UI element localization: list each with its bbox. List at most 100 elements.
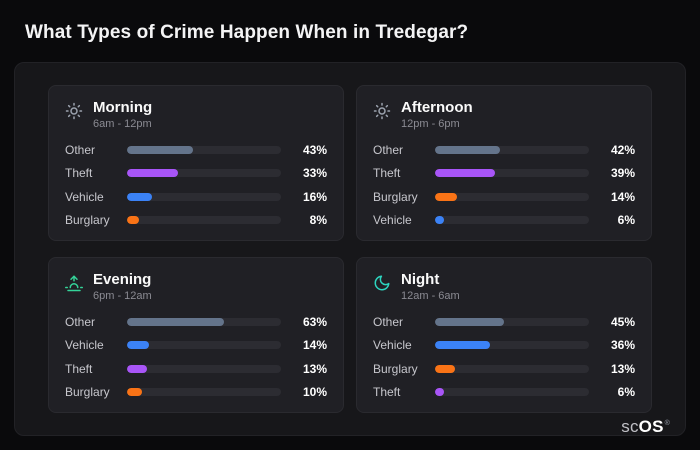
bar-rows: Other 45% Vehicle 36% Burglary 13% Theft xyxy=(373,314,635,400)
card-title: Morning xyxy=(93,99,153,116)
bar-track xyxy=(435,388,589,397)
bar-rows: Other 42% Theft 39% Burglary 14% Vehicle xyxy=(373,142,635,228)
card-header: Night 12am - 6am xyxy=(373,271,635,302)
bar-value: 36% xyxy=(610,338,635,353)
card-subtitle: 6pm - 12am xyxy=(93,290,152,302)
bar-fill xyxy=(127,317,225,326)
bar-value: 14% xyxy=(610,189,635,204)
card-morning: Morning 6am - 12pm Other 43% Theft 33% V… xyxy=(48,85,344,241)
bar-track xyxy=(127,364,281,373)
bar-label: Vehicle xyxy=(373,338,412,353)
sunset-icon xyxy=(65,274,83,292)
bar-label: Other xyxy=(373,142,404,157)
bar-row: Vehicle 6% xyxy=(373,213,635,228)
bar-label: Other xyxy=(373,314,404,329)
bar-fill xyxy=(435,192,457,201)
bar-value: 42% xyxy=(610,142,635,157)
card-header: Afternoon 12pm - 6pm xyxy=(373,99,635,130)
bar-track xyxy=(127,388,281,397)
bar-row: Other 45% xyxy=(373,314,635,329)
bar-value: 8% xyxy=(309,213,327,228)
bar-value: 13% xyxy=(610,361,635,376)
registered-mark: ® xyxy=(664,420,670,428)
bar-label: Burglary xyxy=(65,213,110,228)
bar-track xyxy=(435,145,589,154)
bar-value: 13% xyxy=(302,361,327,376)
card-header-text: Night 12am - 6am xyxy=(401,271,460,302)
bar-row: Burglary 10% xyxy=(65,385,327,400)
bar-value: 14% xyxy=(302,338,327,353)
bar-fill xyxy=(435,317,505,326)
card-header-text: Evening 6pm - 12am xyxy=(93,271,152,302)
bar-track xyxy=(127,169,281,178)
bar-track xyxy=(435,364,589,373)
card-subtitle: 6am - 12pm xyxy=(93,118,152,130)
bar-label: Theft xyxy=(373,166,401,181)
bar-fill xyxy=(127,341,149,350)
bar-value: 6% xyxy=(617,385,635,400)
bar-fill xyxy=(435,341,491,350)
bar-fill xyxy=(435,145,500,154)
card-afternoon: Afternoon 12pm - 6pm Other 42% Theft 39%… xyxy=(356,85,652,241)
card-header: Evening 6pm - 12am xyxy=(65,271,327,302)
sun-icon xyxy=(373,102,391,120)
bar-track xyxy=(127,192,281,201)
bar-value: 16% xyxy=(302,189,327,204)
bar-label: Theft xyxy=(65,361,93,376)
bar-label: Vehicle xyxy=(65,189,104,204)
card-subtitle: 12pm - 6pm xyxy=(401,118,460,130)
bar-row: Vehicle 36% xyxy=(373,338,635,353)
brand-suffix: OS xyxy=(638,417,664,436)
brand-prefix: sc xyxy=(621,417,639,436)
bar-label: Other xyxy=(65,142,96,157)
bar-track xyxy=(435,192,589,201)
bar-fill xyxy=(127,216,140,225)
crime-time-panel: Morning 6am - 12pm Other 43% Theft 33% V… xyxy=(14,62,686,436)
brand-logo: scOS® xyxy=(621,417,670,437)
bar-fill xyxy=(435,388,445,397)
bar-row: Burglary 13% xyxy=(373,361,635,376)
bar-track xyxy=(435,317,589,326)
bar-row: Burglary 14% xyxy=(373,189,635,204)
bar-rows: Other 63% Vehicle 14% Theft 13% Burglary xyxy=(65,314,327,400)
bar-value: 43% xyxy=(302,142,327,157)
sun-icon xyxy=(65,102,83,120)
bar-track xyxy=(127,317,281,326)
bar-fill xyxy=(127,192,152,201)
bar-fill xyxy=(127,169,178,178)
bar-label: Vehicle xyxy=(65,338,104,353)
card-night: Night 12am - 6am Other 45% Vehicle 36% B… xyxy=(356,257,652,413)
card-title: Evening xyxy=(93,271,152,288)
bar-fill xyxy=(127,388,143,397)
card-header: Morning 6am - 12pm xyxy=(65,99,327,130)
card-evening: Evening 6pm - 12am Other 63% Vehicle 14%… xyxy=(48,257,344,413)
bar-track xyxy=(435,341,589,350)
card-header-text: Afternoon 12pm - 6pm xyxy=(401,99,473,130)
bar-track xyxy=(435,169,589,178)
bar-row: Theft 6% xyxy=(373,385,635,400)
bar-value: 33% xyxy=(302,166,327,181)
bar-rows: Other 43% Theft 33% Vehicle 16% Burglary xyxy=(65,142,327,228)
bar-value: 63% xyxy=(302,314,327,329)
bar-row: Vehicle 16% xyxy=(65,189,327,204)
bar-row: Other 42% xyxy=(373,142,635,157)
bar-track xyxy=(127,341,281,350)
card-title: Afternoon xyxy=(401,99,473,116)
moon-icon xyxy=(373,274,391,292)
bar-fill xyxy=(435,169,496,178)
bar-row: Other 43% xyxy=(65,142,327,157)
bar-label: Burglary xyxy=(65,385,110,400)
bar-label: Theft xyxy=(65,166,93,181)
bar-value: 6% xyxy=(617,213,635,228)
bar-track xyxy=(127,145,281,154)
bar-value: 45% xyxy=(610,314,635,329)
bar-row: Theft 39% xyxy=(373,166,635,181)
bar-label: Burglary xyxy=(373,189,418,204)
bar-label: Other xyxy=(65,314,96,329)
bar-label: Burglary xyxy=(373,361,418,376)
bar-track xyxy=(127,216,281,225)
bar-value: 10% xyxy=(302,385,327,400)
bar-label: Vehicle xyxy=(373,213,412,228)
bar-row: Other 63% xyxy=(65,314,327,329)
card-title: Night xyxy=(401,271,440,288)
